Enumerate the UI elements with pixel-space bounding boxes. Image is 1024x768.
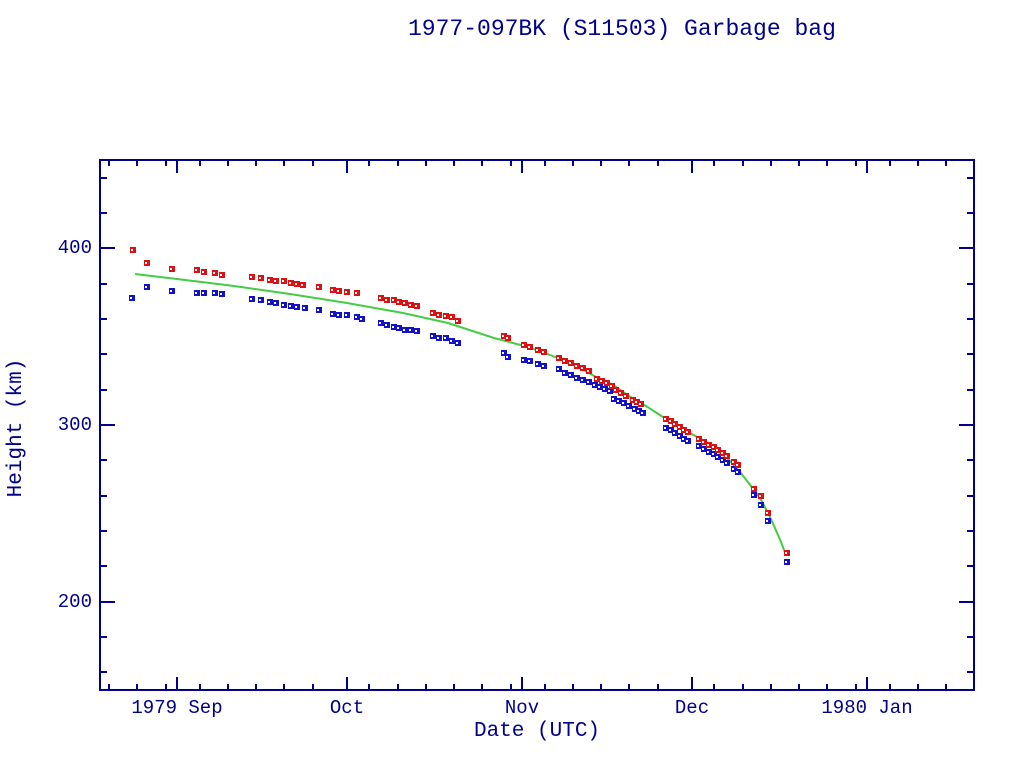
x-tick-label: 1979 Sep (131, 697, 223, 719)
y-axis-title: Height (km) (5, 358, 28, 498)
x-tick-label: Nov (504, 697, 540, 719)
x-axis-title: Date (UTC) (474, 720, 601, 743)
y-tick-label: 400 (57, 237, 92, 259)
apogee-series (130, 247, 790, 556)
x-tick-label: Dec (674, 697, 710, 719)
fit-line (134, 273, 787, 556)
y-tick-label: 300 (57, 414, 92, 436)
x-tick-label: Oct (329, 697, 365, 719)
y-tick-label: 200 (57, 591, 92, 613)
x-tick-label: 1980 Jan (821, 697, 913, 719)
chart-title: 1977-097BK (S11503) Garbage bag (408, 16, 836, 42)
perigee-series (129, 284, 790, 565)
axis-frame (99, 159, 975, 691)
